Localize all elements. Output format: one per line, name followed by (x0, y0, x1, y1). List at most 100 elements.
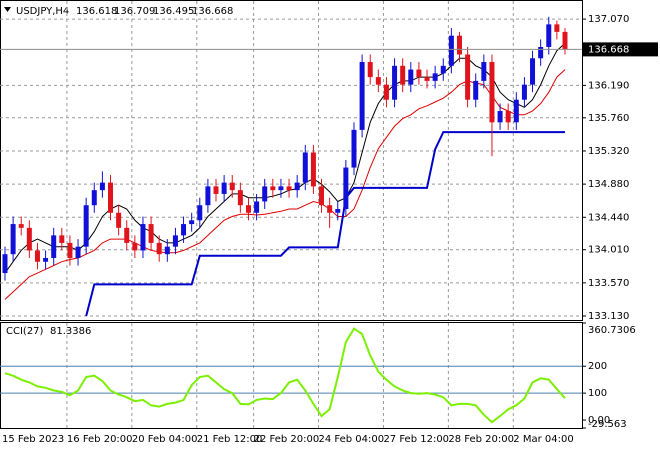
y-tick-label: 0.00 (588, 415, 610, 426)
candle-body (327, 205, 333, 213)
candle-body (440, 65, 446, 74)
candle-body (148, 224, 154, 243)
last-price-box (583, 42, 658, 57)
candle-body (351, 129, 357, 168)
y-tick-label: -29.563 (588, 419, 627, 430)
candle-body (132, 242, 138, 251)
cci-value: 81.3386 (50, 326, 91, 337)
candle-body (172, 235, 178, 247)
candle-body (124, 227, 130, 243)
y-tick-label: 135.320 (588, 146, 629, 157)
x-tick-label: 28 Feb 20:00 (448, 434, 514, 445)
candle-body (448, 35, 454, 66)
candle-body (538, 46, 544, 59)
y-tick-label: 133.130 (588, 311, 629, 322)
x-tick-label: 21 Feb 12:00 (197, 434, 263, 445)
candle-body (205, 186, 211, 206)
candle-body (408, 69, 414, 85)
y-tick-label: 134.010 (588, 245, 629, 256)
candle-body (424, 77, 430, 81)
candle-body (213, 186, 219, 194)
candle-body (432, 73, 438, 81)
y-tick-label: 137.070 (588, 14, 629, 25)
candle-body (310, 152, 316, 187)
candle-body (456, 35, 462, 55)
candle-body (465, 54, 471, 100)
x-tick-label: 22 Feb 20:00 (254, 434, 320, 445)
candle-body (116, 212, 122, 228)
candle-body (473, 80, 479, 100)
candle-body (164, 246, 170, 255)
candle-body (59, 235, 65, 243)
candle-body (43, 257, 49, 262)
candle-body (530, 58, 536, 85)
candle-body (375, 77, 381, 85)
candle-body (75, 246, 81, 258)
y-tick-label: 100 (588, 388, 607, 399)
cci-title: CCI(27) (6, 326, 44, 337)
candle-body (294, 182, 300, 191)
candle-body (140, 224, 146, 251)
candle-body (197, 205, 203, 221)
y-tick-label: 360.7306 (588, 325, 636, 336)
candle-body (91, 190, 97, 206)
x-tick-label: 20 Feb 04:00 (132, 434, 198, 445)
candle-body (521, 84, 527, 100)
candle-body (26, 227, 32, 251)
candle-body (319, 186, 325, 206)
header-high: 136.709 (114, 6, 155, 17)
x-tick-label: 24 Feb 04:00 (319, 434, 385, 445)
y-tick-label: 135.760 (588, 113, 629, 124)
candle-body (367, 62, 373, 78)
candle-body (99, 182, 105, 191)
menu-arrow[interactable] (4, 7, 11, 12)
indicator-line (4, 69, 566, 300)
candle-body (262, 186, 268, 202)
candle-body (221, 182, 227, 194)
candle-body (34, 250, 40, 262)
cci-line (4, 327, 566, 424)
x-tick-label: 2 Mar 04:00 (513, 434, 573, 445)
candle-body (546, 24, 552, 47)
candle-body (189, 220, 195, 225)
y-tick-label: 200 (588, 361, 607, 372)
x-tick-label: 15 Feb 2023 (2, 434, 64, 445)
y-tick-label: 136.190 (588, 80, 629, 91)
indicator-line (4, 42, 566, 274)
candle-body (554, 24, 560, 32)
candle-body (562, 31, 568, 50)
candle-body (302, 152, 308, 183)
candle-body (335, 208, 341, 213)
symbol-label: USDJPY,H4 (16, 6, 69, 17)
header-open: 136.618 (76, 6, 117, 17)
x-tick-label: 27 Feb 12:00 (383, 434, 449, 445)
candle-body (108, 182, 114, 213)
last-price-label: 136.668 (588, 44, 629, 55)
candle-body (245, 205, 251, 213)
candle-body (392, 65, 398, 100)
candle-body (254, 201, 260, 213)
candle-body (18, 224, 24, 228)
candle-body (497, 111, 503, 123)
candle-body (181, 224, 187, 236)
candle-body (67, 242, 73, 258)
y-tick-label: 134.880 (588, 179, 629, 190)
candle-body (383, 84, 389, 100)
candle-body (416, 69, 422, 78)
candle-body (278, 186, 284, 191)
y-tick-label: 133.570 (588, 278, 629, 289)
main-panel-frame (0, 0, 583, 321)
x-tick-label: 16 Feb 20:00 (67, 434, 133, 445)
candle-body (10, 224, 16, 255)
candle-body (505, 111, 511, 123)
candle-body (229, 182, 235, 191)
header-close: 136.668 (192, 6, 233, 17)
candle-body (400, 65, 406, 85)
candle-body (51, 235, 57, 258)
cci-panel-frame (0, 322, 583, 429)
candle-body (343, 167, 349, 209)
candle-body (237, 190, 243, 206)
candle-body (359, 62, 365, 130)
